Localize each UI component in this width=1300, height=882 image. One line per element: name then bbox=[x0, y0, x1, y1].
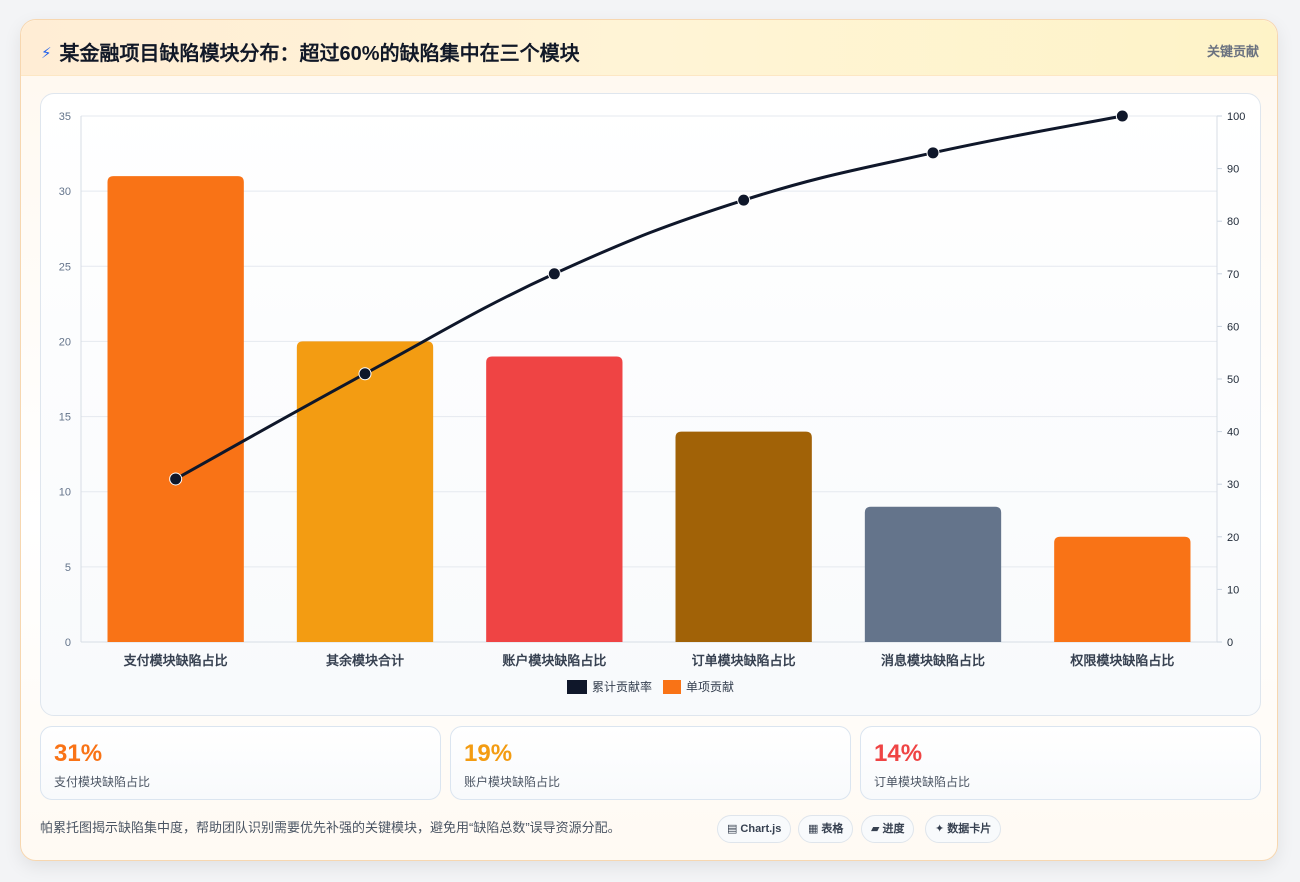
x-tick-label: 订单模块缺陷占比 bbox=[692, 653, 796, 668]
y-right-tick-label: 80 bbox=[1227, 216, 1239, 228]
y-right-tick-label: 40 bbox=[1227, 427, 1239, 439]
chart-panel: 0 5 10 15 20 25 30 35 0 10 20 30 40 50 60 70 80 90 100 支付模块… bbox=[40, 93, 1261, 716]
y-left-tick-label: 30 bbox=[59, 186, 71, 198]
title-text: 某金融项目缺陷模块分布：超过60%的缺陷集中在三个模块 bbox=[59, 43, 580, 65]
x-tick-label: 消息模块缺陷占比 bbox=[881, 653, 985, 668]
y-right-tick-label: 20 bbox=[1227, 532, 1239, 544]
bar bbox=[296, 341, 434, 642]
chip-label: 进度 bbox=[882, 823, 905, 835]
chip-label: 数据卡片 bbox=[947, 823, 992, 835]
chip-table[interactable]: ▦ 表格 bbox=[798, 815, 854, 843]
y-left-tick-label: 0 bbox=[65, 637, 71, 649]
y-right-tick-label: 30 bbox=[1227, 479, 1239, 491]
legend-label: 单项贡献 bbox=[686, 679, 734, 694]
bar bbox=[486, 356, 623, 642]
stat-value: 19% bbox=[464, 740, 513, 767]
page-title: ⚡ 某金融项目缺陷模块分布：超过60%的缺陷集中在三个模块 bbox=[41, 37, 580, 66]
stat-card-order: 14% 订单模块缺陷占比 bbox=[860, 726, 1261, 800]
y-left-tick-label: 10 bbox=[59, 487, 71, 499]
pareto-chart: 0 5 10 15 20 25 30 35 0 10 20 30 40 50 60 70 80 90 100 支付模块… bbox=[59, 109, 1245, 694]
bar bbox=[107, 176, 244, 642]
y-left-tick-label: 25 bbox=[59, 261, 71, 273]
stat-value: 14% bbox=[874, 740, 923, 767]
bar bbox=[675, 431, 812, 642]
y-right-tick-label: 0 bbox=[1227, 637, 1233, 649]
stat-value: 31% bbox=[54, 740, 103, 767]
cumulative-point bbox=[358, 367, 372, 381]
y-right-tick-label: 70 bbox=[1227, 269, 1239, 281]
table-icon: ▦ bbox=[808, 823, 819, 835]
y-right-tick-label: 10 bbox=[1227, 584, 1239, 596]
x-tick-label: 账户模块缺陷占比 bbox=[502, 653, 606, 668]
y-right-tick-label: 90 bbox=[1227, 164, 1239, 176]
bar bbox=[864, 506, 1002, 642]
card-header: ⚡ 某金融项目缺陷模块分布：超过60%的缺陷集中在三个模块 关键贡献 bbox=[21, 20, 1277, 76]
stat-label: 订单模块缺陷占比 bbox=[874, 775, 971, 789]
stat-label: 支付模块缺陷占比 bbox=[54, 775, 151, 789]
cumulative-point bbox=[926, 146, 940, 160]
dashboard-card: ⚡ 某金融项目缺陷模块分布：超过60%的缺陷集中在三个模块 关键贡献 0 5 10 15… bbox=[20, 19, 1278, 861]
footnote: 帕累托图揭示缺陷集中度，帮助团队识别需要优先补强的关键模块，避免用“缺陷总数”误… bbox=[40, 820, 621, 835]
y-left-tick-label: 20 bbox=[59, 336, 71, 348]
cumulative-point bbox=[547, 267, 561, 281]
x-tick-label: 其余模块合计 bbox=[326, 653, 404, 668]
chip-label: 表格 bbox=[821, 823, 844, 835]
stat-card-account: 19% 账户模块缺陷占比 bbox=[450, 726, 851, 800]
y-left-tick-label: 35 bbox=[59, 111, 71, 123]
y-right-tick-label: 50 bbox=[1227, 374, 1239, 386]
chip-data-card[interactable]: ✦ 数据卡片 bbox=[925, 815, 1002, 843]
y-right-tick-label: 60 bbox=[1227, 321, 1239, 333]
progress-icon: ▰ bbox=[871, 823, 880, 835]
lightning-icon: ⚡ bbox=[41, 45, 52, 62]
bar bbox=[1054, 536, 1191, 642]
cumulative-point bbox=[1115, 109, 1129, 123]
cumulative-point bbox=[169, 472, 183, 486]
sparkle-icon: ✦ bbox=[935, 823, 945, 835]
chip-chartjs[interactable]: ▤ Chart.js bbox=[717, 815, 792, 843]
legend-swatch-single bbox=[663, 680, 681, 694]
chip-progress[interactable]: ▰ 进度 bbox=[861, 815, 915, 843]
x-tick-label: 支付模块缺陷占比 bbox=[123, 653, 228, 668]
legend-label: 累计贡献率 bbox=[592, 679, 652, 694]
stat-card-payment: 31% 支付模块缺陷占比 bbox=[40, 726, 441, 800]
y-left-tick-label: 15 bbox=[59, 412, 71, 424]
cumulative-point bbox=[737, 193, 751, 207]
chart-icon: ▤ bbox=[727, 823, 738, 835]
chip-label: Chart.js bbox=[740, 823, 782, 835]
header-tag: 关键贡献 bbox=[1206, 44, 1259, 59]
stat-label: 账户模块缺陷占比 bbox=[464, 775, 561, 789]
x-tick-label: 权限模块缺陷占比 bbox=[1069, 653, 1174, 668]
cumulative-line bbox=[174, 114, 1123, 481]
y-right-tick-label: 100 bbox=[1227, 111, 1245, 123]
y-left-tick-label: 5 bbox=[65, 562, 71, 574]
legend-swatch-cumulative bbox=[567, 680, 587, 694]
